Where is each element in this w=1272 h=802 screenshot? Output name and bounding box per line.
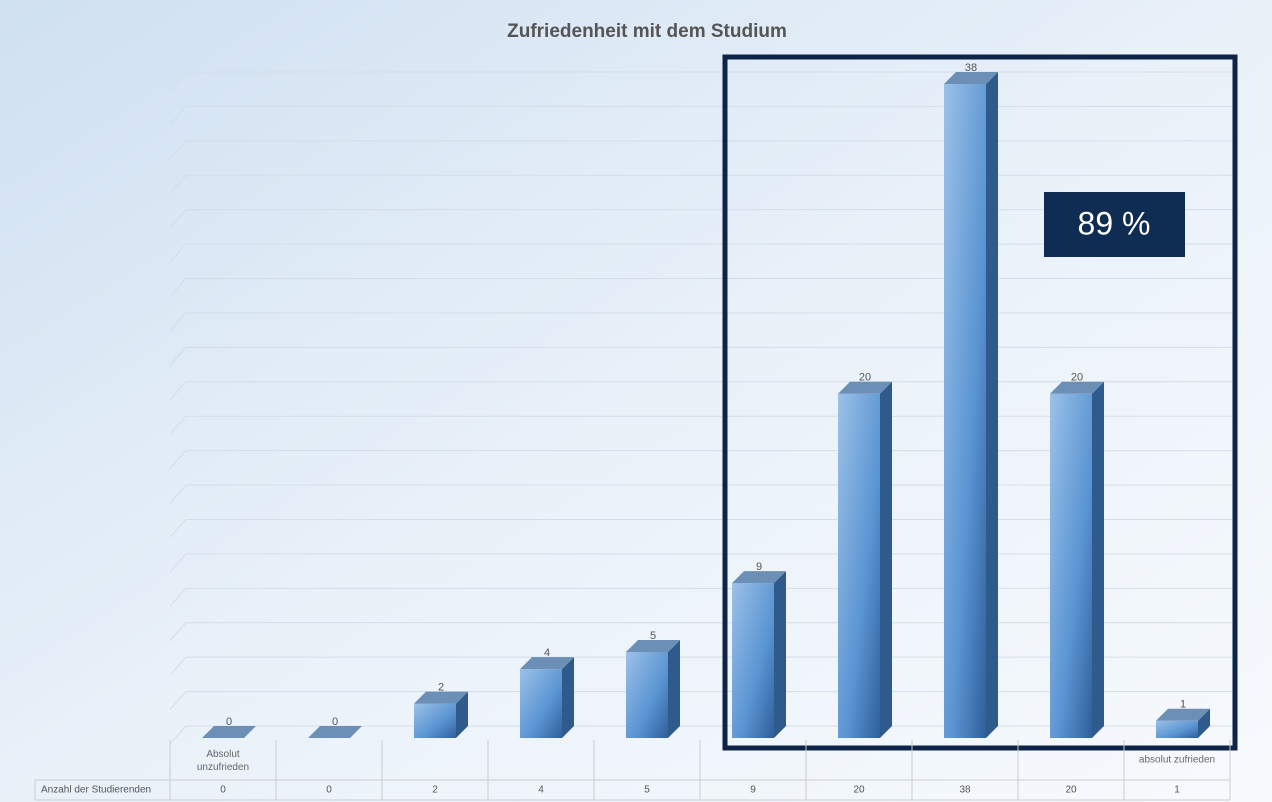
grid-line: [169, 209, 1234, 229]
table-value: 9: [750, 785, 756, 796]
bar-top: [838, 381, 892, 394]
grid-line: [169, 278, 1234, 297]
bar-front: [626, 651, 668, 738]
bar-front: [944, 84, 986, 738]
bar-top: [202, 726, 256, 738]
x-tick-label: absolut zufrieden: [1139, 755, 1215, 766]
bar-top: [944, 72, 998, 84]
grid-line: [169, 174, 1234, 194]
table-value: 4: [538, 785, 544, 796]
bar-top: [1156, 708, 1210, 721]
bar-side: [668, 639, 680, 738]
data-label: 9: [756, 561, 762, 573]
table-value: 2: [432, 785, 438, 796]
bar-front: [732, 583, 774, 738]
bar-top: [520, 657, 574, 670]
bar-top: [308, 726, 362, 738]
data-label: 4: [544, 647, 550, 659]
table-row-header: Anzahl der Studierenden: [41, 785, 151, 796]
bar-side: [880, 381, 892, 738]
data-table: Anzahl der Studierenden Absolut unzufriede…: [34, 740, 1231, 801]
bar-top: [414, 691, 468, 704]
grid-line: [169, 105, 1234, 125]
table-value: 20: [1065, 785, 1077, 796]
data-label: 2: [438, 681, 444, 693]
bar-side: [1198, 708, 1210, 738]
bar-side: [1092, 381, 1104, 738]
x-tick-label: Absolut unzufrieden: [197, 749, 249, 773]
bar-top: [732, 571, 786, 584]
data-label: 0: [332, 716, 338, 728]
bar-top: [1050, 381, 1104, 394]
annotation-box: [1044, 192, 1185, 257]
bar-side: [562, 657, 574, 738]
grid-line: [169, 346, 1234, 366]
table-value: 38: [959, 785, 971, 796]
bar-side: [774, 571, 786, 738]
bar-front: [414, 703, 456, 738]
data-label: 0: [226, 716, 232, 728]
bar-side: [986, 72, 998, 738]
bar-front: [838, 393, 880, 738]
bars: 0 0 2 4 5 9 20 38 20 1: [202, 62, 1210, 738]
table-value: 1: [1174, 785, 1180, 796]
bar-front: [1156, 720, 1198, 738]
data-label: 5: [650, 630, 656, 642]
highlight-frame: [722, 54, 1238, 751]
grid-line: [169, 312, 1234, 332]
data-label: 38: [965, 62, 977, 74]
data-label: 20: [859, 372, 871, 384]
bar-front: [1050, 393, 1092, 738]
table-value: 5: [644, 785, 650, 796]
bar-top: [626, 639, 680, 652]
bar-front: [520, 669, 562, 738]
chart-title: Zufriedenheit mit dem Studium: [507, 21, 787, 42]
annotation: 89 %: [1078, 205, 1151, 241]
table-value: 0: [326, 785, 332, 796]
table-value: 20: [853, 785, 865, 796]
grid-line: [169, 243, 1234, 263]
bar-side: [456, 691, 468, 738]
table-value: 0: [220, 785, 226, 796]
grid-line: [169, 71, 1234, 91]
grid-line: [169, 140, 1234, 160]
data-label: 1: [1180, 699, 1186, 711]
data-label: 20: [1071, 372, 1083, 384]
